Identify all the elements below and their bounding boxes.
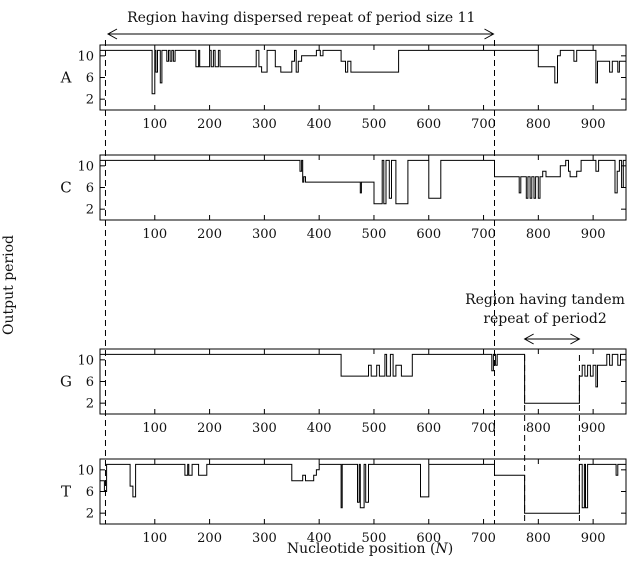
panels: 100 200 300 400 500 600 700 800 900 2 6 10 A 100 200 30… [60,44,627,546]
x-tick-label-a-900: 900 [581,117,606,132]
tandem-repeat-arrow-head-right [570,333,581,345]
series-line-g [100,353,626,404]
y-tick-label-a-2: 2 [86,93,94,108]
y-tick-label-c-2: 2 [86,203,94,218]
dispersed-repeat-label: Region having dispersed repeat of period… [127,10,475,26]
x-axis-label: Nucleotide position (N) [287,541,453,557]
y-tick-label-a-6: 6 [86,71,94,86]
x-tick-label-g-700: 700 [471,421,496,436]
y-tick-label-c-6: 6 [86,181,94,196]
x-tick-label-c-300: 300 [252,227,277,242]
tandem-repeat-arrow-head-left [523,333,534,345]
x-tick-label-g-900: 900 [581,421,606,436]
x-tick-label-g-800: 800 [526,421,551,436]
x-tick-label-c-200: 200 [197,227,222,242]
tandem-repeat-label-line2: repeat of period2 [483,311,606,327]
x-tick-label-a-200: 200 [197,117,222,132]
series-line-c [100,159,626,205]
y-axis-label: Output period [1,235,17,335]
annotations: Region having dispersed repeat of period… [104,10,625,524]
panel-frame-t [99,458,627,525]
y-tick-label-t-6: 6 [86,485,94,500]
x-tick-label-c-100: 100 [142,227,167,242]
x-tick-label-c-900: 900 [581,227,606,242]
series-line-a [100,49,626,95]
x-tick-label-g-600: 600 [416,421,441,436]
x-tick-label-g-400: 400 [307,421,332,436]
panel-label-t: T [61,483,71,501]
dispersed-repeat-arrow-head-left [106,28,118,40]
x-tick-label-t-500: 500 [362,531,387,546]
x-tick-label-t-400: 400 [307,531,332,546]
x-tick-label-a-600: 600 [416,117,441,132]
x-tick-label-c-500: 500 [362,227,387,242]
panel-frame-a [99,44,627,111]
y-tick-label-t-10: 10 [77,463,94,478]
x-tick-label-t-700: 700 [471,531,496,546]
y-tick-label-g-10: 10 [77,353,94,368]
panel-label-g: G [60,373,72,391]
x-tick-label-c-400: 400 [307,227,332,242]
x-tick-label-t-100: 100 [142,531,167,546]
y-tick-label-a-10: 10 [77,49,94,64]
x-axis-label-suffix: ) [448,541,453,557]
tandem-repeat-label-line1: Region having tandem [465,292,625,308]
x-tick-label-g-500: 500 [362,421,387,436]
y-tick-label-g-2: 2 [86,397,94,412]
y-tick-label-c-10: 10 [77,159,94,174]
x-axis-label-prefix: Nucleotide position ( [287,541,436,557]
x-tick-label-t-800: 800 [526,531,551,546]
x-tick-label-t-300: 300 [252,531,277,546]
dispersed-repeat-arrow-head-right [484,28,495,40]
x-tick-label-c-700: 700 [471,227,496,242]
x-tick-label-a-800: 800 [526,117,551,132]
x-tick-label-g-100: 100 [142,421,167,436]
x-tick-label-g-300: 300 [252,421,277,436]
x-tick-label-g-200: 200 [197,421,222,436]
x-tick-label-t-600: 600 [416,531,441,546]
x-tick-label-a-500: 500 [362,117,387,132]
panel-label-a: A [60,69,72,87]
x-tick-label-a-700: 700 [471,117,496,132]
x-axis-label-var: N [434,541,448,557]
panel-label-c: C [60,179,71,197]
x-tick-label-a-400: 400 [307,117,332,132]
panel-frame-g [99,348,627,415]
x-tick-label-a-100: 100 [142,117,167,132]
x-tick-label-c-600: 600 [416,227,441,242]
panel-frame-c [99,154,627,221]
x-tick-label-t-200: 200 [197,531,222,546]
x-tick-label-c-800: 800 [526,227,551,242]
series-line-t [100,463,626,514]
y-tick-label-t-2: 2 [86,507,94,522]
y-tick-label-g-6: 6 [86,375,94,390]
x-tick-label-t-900: 900 [581,531,606,546]
x-tick-label-a-300: 300 [252,117,277,132]
